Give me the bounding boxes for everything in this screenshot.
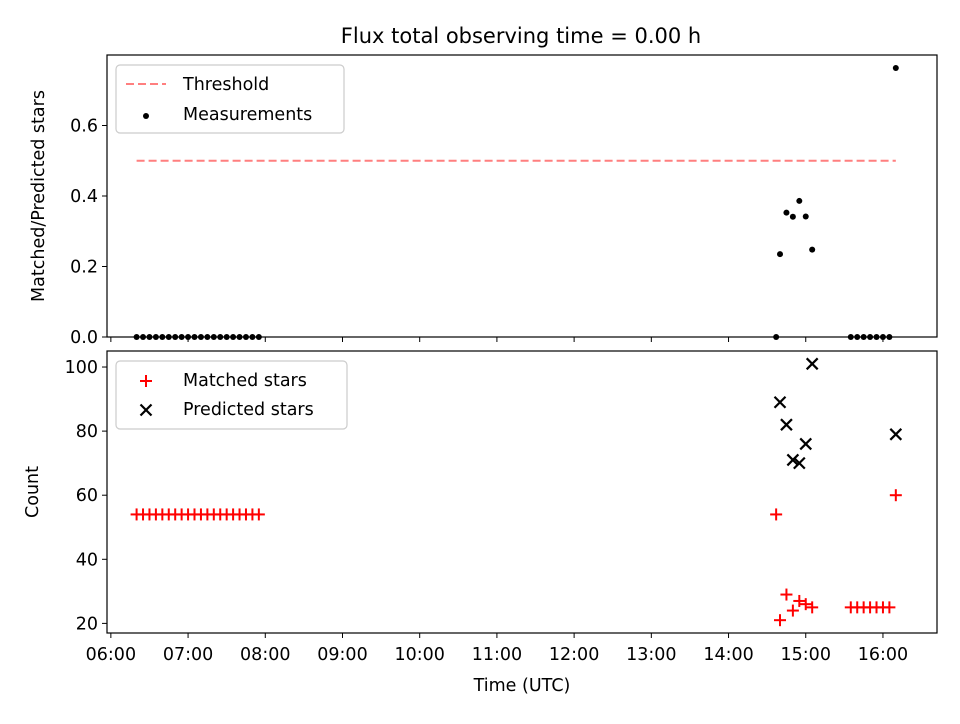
measurement-point [217, 334, 224, 340]
measurement-point [185, 334, 192, 340]
matched-star-point [889, 489, 902, 502]
top-y-tick-label: 0.0 [70, 328, 98, 348]
matched-star-point [799, 598, 812, 611]
bottom-y-axis-label: Count [23, 466, 43, 518]
x-tick-label: 14:00 [703, 645, 753, 665]
predicted-star-point [786, 453, 800, 467]
matched-star-point [770, 508, 783, 521]
measurement-point [140, 334, 147, 340]
top-y-tick-label: 0.2 [70, 258, 98, 278]
measurement-point [809, 246, 816, 253]
measurement-point [146, 334, 153, 340]
measurement-point [777, 251, 784, 258]
legend-predicted-label: Predicted stars [183, 400, 314, 420]
bottom-plot-frame [106, 350, 938, 634]
x-axis-label: Time (UTC) [473, 676, 571, 696]
measurement-point [210, 334, 217, 340]
predicted-star-point-b [780, 418, 793, 431]
predicted-star-point [799, 437, 813, 451]
x-tick-label: 12:00 [549, 645, 599, 665]
measurement-point [867, 334, 874, 340]
matched-star-point [774, 614, 787, 627]
legend-matched-label: Matched stars [183, 371, 307, 391]
measurement-point [892, 65, 899, 72]
matched-star-point [806, 601, 819, 614]
measurement-point [873, 334, 880, 340]
legend-threshold-label: Threshold [182, 75, 269, 95]
measurement-point [197, 334, 204, 340]
measurement-point [847, 334, 854, 340]
bottom-legend: Matched stars Predicted stars [115, 360, 348, 430]
predicted-star-point-b [773, 395, 787, 409]
measurement-point [789, 213, 796, 220]
predicted-star-point [793, 456, 806, 470]
predicted-star-point [773, 395, 787, 409]
measurement-point [886, 334, 893, 340]
measurement-point [230, 334, 237, 340]
matched-star-point [793, 594, 806, 607]
bottom-legend-box [115, 360, 348, 430]
top-y-axis-label: Matched/Predicted stars [29, 90, 49, 302]
bottom-y-tick-label: 40 [76, 550, 98, 570]
bottom-y-tick-label: 100 [65, 358, 98, 378]
legend-predicted-swatch [139, 403, 153, 417]
predicted-star-point-b [805, 357, 819, 371]
legend-measurements-swatch [143, 113, 149, 119]
measurement-point [159, 334, 166, 340]
top-chart-title: Flux total observing time = 0.00 h [341, 24, 701, 48]
x-tick-label: 15:00 [781, 645, 831, 665]
matched-star-point [252, 508, 265, 521]
measurement-point [236, 334, 243, 340]
legend-predicted-swatch-b [139, 403, 153, 417]
x-tick-label: 07:00 [163, 645, 213, 665]
measurement-point [204, 334, 211, 340]
measurement-point [223, 334, 230, 340]
x-tick-label: 10:00 [394, 645, 444, 665]
top-legend: Threshold Measurements [115, 64, 345, 134]
measurement-point [255, 334, 262, 340]
matched-star-point [786, 604, 799, 617]
measurement-point [191, 334, 198, 340]
bottom-y-tick-label: 80 [76, 422, 98, 442]
bottom-y-tick-label: 20 [76, 614, 98, 634]
measurement-point [854, 334, 861, 340]
x-tick-label: 08:00 [240, 645, 290, 665]
top-y-tick-label: 0.4 [70, 187, 98, 207]
predicted-star-point-b [889, 428, 903, 441]
measurement-point [783, 209, 790, 216]
matched-star-point [780, 588, 793, 601]
measurement-point [178, 334, 185, 340]
x-tick-label: 06:00 [86, 645, 136, 665]
matched-star-point [883, 601, 896, 614]
measurement-point [133, 334, 140, 340]
x-tick-label: 11:00 [472, 645, 522, 665]
measurement-point [796, 197, 803, 204]
measurement-point [172, 334, 179, 340]
bottom-plot: 20 40 60 80 100 06:00 07:00 08:00 09:00 10:00 11:0… [23, 350, 938, 696]
top-y-tick-label: 0.6 [70, 117, 98, 137]
predicted-star-point-b [793, 456, 806, 470]
legend-matched-swatch [140, 375, 152, 387]
x-tick-label: 16:00 [858, 645, 908, 665]
measurement-point [860, 334, 867, 340]
measurement-point [249, 334, 256, 340]
predicted-star-point-b [786, 453, 800, 467]
measurement-point [165, 334, 172, 340]
measurement-point [242, 334, 249, 340]
measurement-point [773, 334, 780, 340]
predicted-star-point [889, 428, 903, 441]
measurement-point [802, 213, 809, 220]
predicted-star-point [805, 357, 819, 371]
top-plot: 0.0 0.2 0.4 0.6 Matched/Predicted stars Thres… [29, 54, 938, 348]
legend-measurements-label: Measurements [183, 105, 312, 125]
bottom-y-tick-label: 60 [76, 486, 98, 506]
predicted-star-point-b [799, 437, 813, 451]
top-legend-box [115, 64, 345, 134]
x-tick-label: 09:00 [317, 645, 367, 665]
measurement-point [152, 334, 159, 340]
predicted-star-point [780, 418, 793, 431]
x-tick-label: 13:00 [626, 645, 676, 665]
measurement-point [879, 334, 886, 340]
